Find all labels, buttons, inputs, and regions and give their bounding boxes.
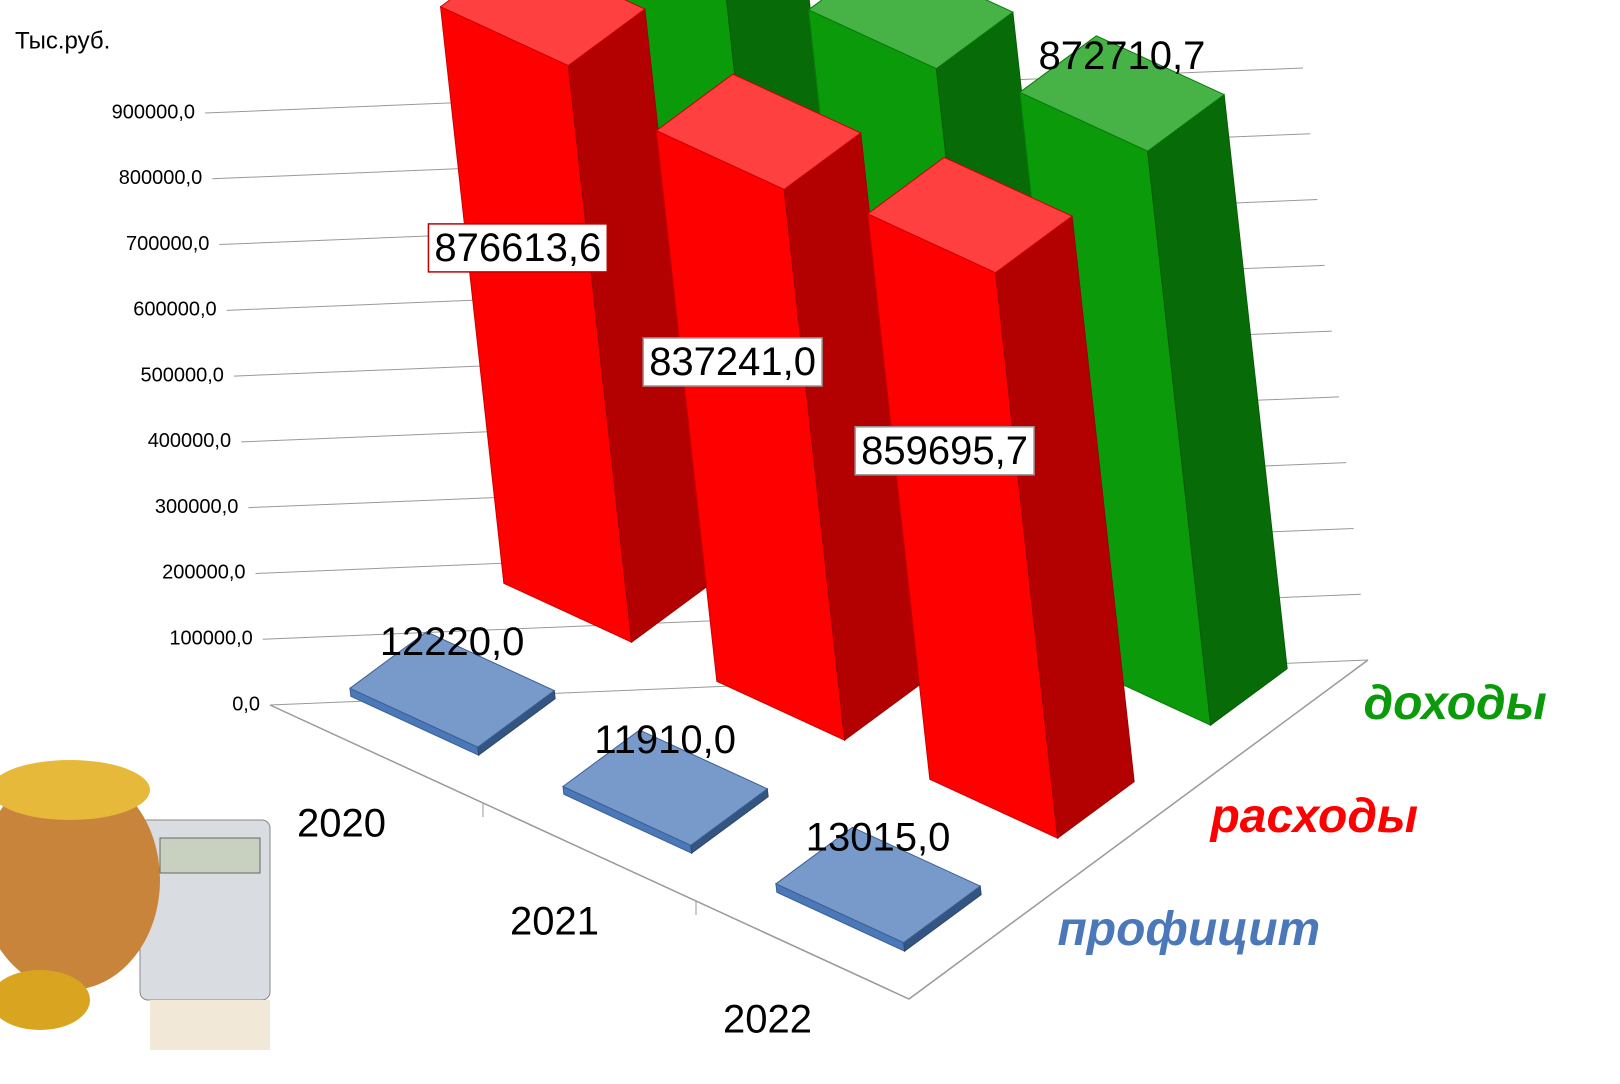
legend-label: расходы	[1208, 790, 1418, 843]
data-label: 837241,0	[649, 340, 816, 384]
y-tick-label: 300000,0	[155, 496, 238, 518]
calculator-screen	[160, 838, 260, 873]
data-label: 872710,7	[1039, 34, 1206, 78]
data-label: 11910,0	[594, 718, 736, 762]
y-tick-label: 100000,0	[169, 628, 252, 650]
y-tick-label: 200000,0	[162, 562, 245, 584]
y-tick-label: 0,0	[232, 693, 260, 715]
data-label: 859695,7	[861, 429, 1028, 473]
x-tick-label: 2020	[297, 802, 386, 846]
y-tick-label: 400000,0	[148, 430, 231, 452]
data-label: 876613,6	[434, 226, 601, 270]
data-label: 12220,0	[380, 620, 525, 664]
y-tick-label: 500000,0	[140, 364, 223, 386]
legend-label: доходы	[1363, 677, 1546, 730]
decor-illustration	[0, 760, 270, 1050]
x-tick-label: 2022	[723, 998, 812, 1042]
y-tick-label: 700000,0	[126, 233, 209, 255]
x-tick-label: 2021	[510, 900, 599, 944]
y-tick-label: 600000,0	[133, 299, 216, 321]
chart: Тыс.руб. 0,0 100000,0 200000,0 300000,0 4000…	[0, 0, 1620, 1084]
legend-label: профицит	[1057, 903, 1320, 956]
y-tick-label: 900000,0	[112, 101, 195, 123]
unit-label: Тыс.руб.	[15, 27, 110, 54]
y-tick-label: 800000,0	[119, 167, 202, 189]
paper	[150, 1000, 270, 1050]
page: Тыс.руб. 0,0 100000,0 200000,0 300000,0 4000…	[0, 0, 1620, 1084]
data-label: 13015,0	[806, 816, 951, 860]
